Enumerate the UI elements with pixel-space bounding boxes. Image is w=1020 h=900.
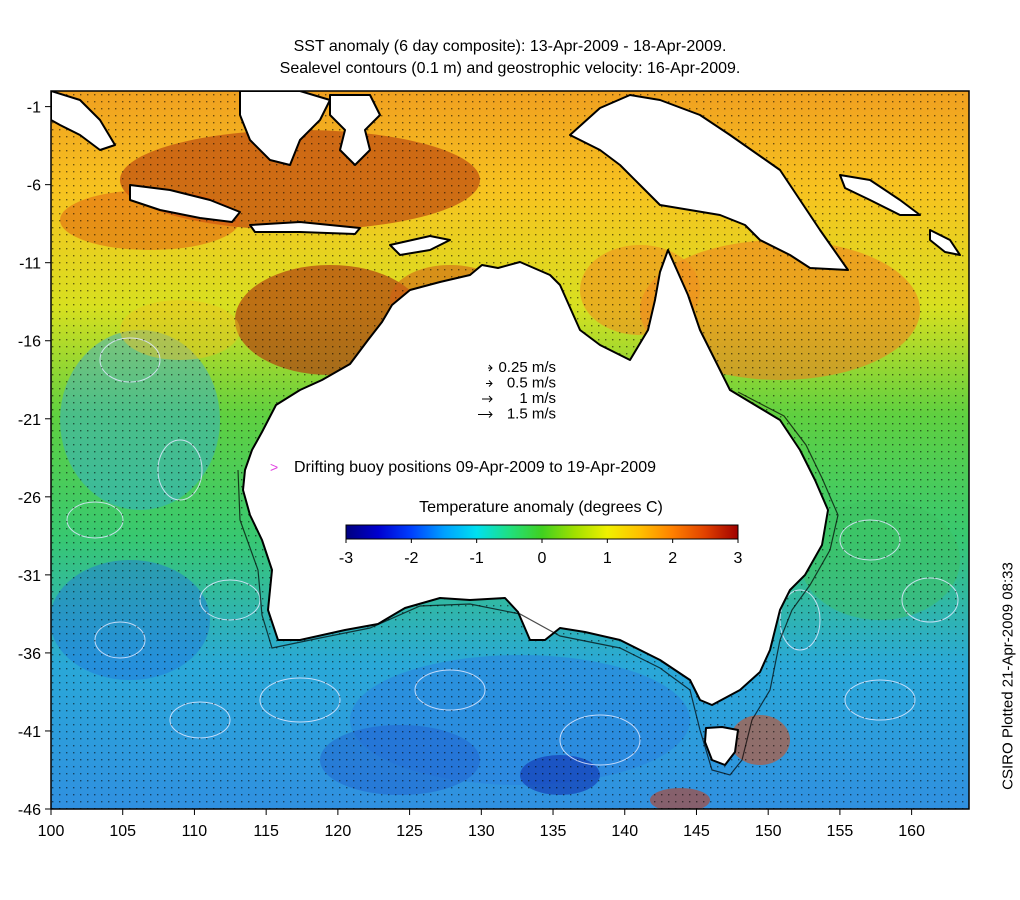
new-britain-landmass <box>839 174 921 216</box>
new-guinea-landmass <box>569 94 849 271</box>
lon-tick-label: 140 <box>611 823 638 840</box>
velocity-legend: 0.25 m/s0.5 m/s1 m/s1.5 m/s <box>478 359 556 423</box>
velocity-legend-label: 1 m/s <box>519 390 556 407</box>
lat-tick-label: -21 <box>18 412 41 429</box>
lon-tick-label: 105 <box>109 823 136 840</box>
lon-tick-label: 120 <box>325 823 352 840</box>
plot-credit: CSIRO Plotted 21-Apr-2009 08:33 <box>999 562 1017 790</box>
shelf-contour <box>237 391 839 776</box>
lon-tick-label: 155 <box>827 823 854 840</box>
timor-landmass <box>389 235 451 256</box>
lon-tick-label: 115 <box>253 823 279 840</box>
lat-tick-label: -46 <box>18 802 41 819</box>
lat-tick-label: -36 <box>18 646 41 663</box>
lon-tick-label: 135 <box>540 823 567 840</box>
map-title-line1: SST anomaly (6 day composite): 13-Apr-20… <box>293 38 727 55</box>
buoy-legend: > Drifting buoy positions 09-Apr-2009 to… <box>270 459 656 476</box>
plot-area <box>51 91 969 809</box>
lat-tick-label: -31 <box>18 568 41 585</box>
velocity-legend-label: 0.25 m/s <box>498 359 556 376</box>
colorbar-tick-label: -2 <box>404 550 418 567</box>
velocity-legend-label: 1.5 m/s <box>507 406 556 423</box>
buoy-marker-symbol: > <box>270 459 278 475</box>
velocity-arrowhead <box>488 380 493 387</box>
lon-tick-label: 150 <box>755 823 782 840</box>
map-title-line2: Sealevel contours (0.1 m) and geostrophi… <box>279 60 741 77</box>
colorbar-tick-label: -1 <box>470 550 484 567</box>
lat-tick-label: -26 <box>18 490 41 507</box>
colorbar-title: Temperature anomaly (degrees C) <box>419 499 663 516</box>
velocity-arrowhead <box>488 395 493 403</box>
sumatra-landmass <box>51 91 116 151</box>
lat-tick-label: -16 <box>18 334 41 351</box>
lon-tick-label: 125 <box>396 823 423 840</box>
velocity-legend-label: 0.5 m/s <box>507 375 556 392</box>
latitude-axis: -1 -6 -11 -16 -21 -26 -31 -36 -41 -46 <box>18 100 51 819</box>
lon-tick-label: 130 <box>468 823 495 840</box>
java-landmass <box>129 184 241 223</box>
lon-tick-label: 100 <box>38 823 65 840</box>
colorbar-ticks: -3 -2 -1 0 1 2 3 <box>339 539 743 567</box>
lon-tick-label: 160 <box>898 823 925 840</box>
colorbar-tick-label: 2 <box>668 550 677 567</box>
borneo-landmass <box>239 91 331 166</box>
velocity-arrowhead <box>488 411 493 418</box>
lat-tick-label: -6 <box>27 178 41 195</box>
lon-tick-label: 145 <box>683 823 710 840</box>
lat-tick-label: -41 <box>18 724 41 741</box>
colorbar-tick-label: 0 <box>538 550 547 567</box>
solomon-landmass <box>929 229 961 256</box>
longitude-axis: 100 105 110 115 120 125 130 135 140 145 150 155 160 <box>38 809 925 840</box>
land-masses <box>51 91 961 766</box>
plot-frame <box>50 90 970 810</box>
lat-tick-label: -11 <box>19 256 41 273</box>
tasmania-landmass <box>704 726 739 766</box>
colorbar-tick-label: 1 <box>603 550 612 567</box>
lat-tick-label: -1 <box>27 100 41 117</box>
buoy-legend-text: Drifting buoy positions 09-Apr-2009 to 1… <box>294 459 656 476</box>
colorbar-tick-label: -3 <box>339 550 353 567</box>
australia-landmass <box>242 249 829 706</box>
colorbar-tick-label: 3 <box>734 550 743 567</box>
temperature-colorbar: Temperature anomaly (degrees C) -3 -2 -1 0 1… <box>339 499 743 567</box>
velocity-arrowhead <box>488 364 493 372</box>
colorbar-scale <box>345 524 739 540</box>
lesser-sunda-landmass <box>249 221 361 235</box>
sulawesi-landmass <box>329 94 381 166</box>
lon-tick-label: 110 <box>182 823 208 840</box>
